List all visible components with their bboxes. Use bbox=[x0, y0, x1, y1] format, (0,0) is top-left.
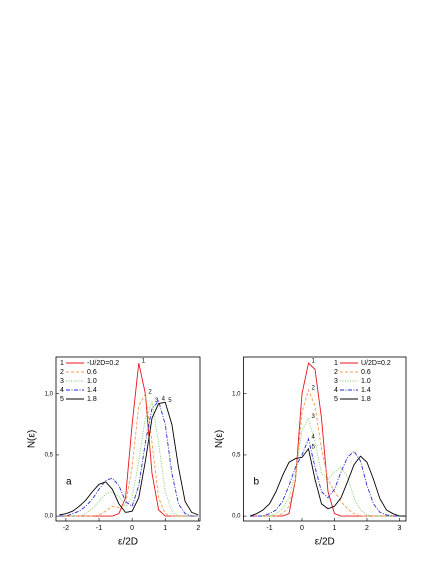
panel-label: a bbox=[66, 476, 72, 487]
legend-label: 0.6 bbox=[87, 369, 97, 376]
legend-label: 0.6 bbox=[361, 369, 371, 376]
legend-label: 1.0 bbox=[361, 378, 371, 385]
y-tick-label: 1,0 bbox=[232, 391, 241, 397]
curve bbox=[249, 447, 406, 517]
curve bbox=[59, 400, 199, 517]
y-tick-label: 1,0 bbox=[45, 391, 54, 397]
y-axis-title: N(ε) bbox=[214, 430, 225, 448]
legend-label: 1.4 bbox=[361, 387, 371, 394]
y-tick-label: 0,0 bbox=[45, 514, 54, 520]
curve bbox=[59, 400, 199, 517]
curve bbox=[59, 363, 199, 517]
x-tick-label: 1 bbox=[163, 525, 167, 532]
legend-label: 1.8 bbox=[87, 396, 97, 403]
legend-number: 2 bbox=[60, 369, 64, 376]
plot-frame bbox=[243, 356, 407, 522]
x-axis-title: ε/2D bbox=[315, 537, 335, 548]
legend-number: 4 bbox=[60, 387, 64, 394]
x-tick-label: -2 bbox=[63, 525, 69, 532]
curve-label: 2 bbox=[312, 386, 316, 392]
legend-number: 5 bbox=[334, 396, 338, 403]
legend-number: 3 bbox=[334, 378, 338, 385]
legend-label: 1.8 bbox=[361, 396, 371, 403]
curve-label: 1 bbox=[142, 359, 146, 365]
legend-number: 5 bbox=[60, 396, 64, 403]
curve-label: 4 bbox=[162, 397, 166, 403]
legend-number: 1 bbox=[60, 360, 64, 367]
curve bbox=[59, 401, 199, 516]
x-tick-label: -1 bbox=[266, 525, 272, 532]
x-axis-title: ε/2D bbox=[118, 537, 138, 548]
curve-label: 5 bbox=[168, 398, 172, 404]
x-tick-label: 2 bbox=[365, 525, 369, 532]
curve-label: 3 bbox=[155, 398, 159, 404]
x-tick-label: 1 bbox=[333, 525, 337, 532]
legend-label: -U/2D=0.2 bbox=[87, 360, 119, 367]
plot-frame bbox=[55, 356, 201, 522]
curve-label: 4 bbox=[312, 435, 316, 441]
x-tick-label: -1 bbox=[96, 525, 102, 532]
x-tick-label: 0 bbox=[130, 525, 134, 532]
legend-label: 1.4 bbox=[87, 387, 97, 394]
curve bbox=[250, 362, 406, 517]
x-tick-label: 3 bbox=[398, 525, 402, 532]
y-axis-title: N(ε) bbox=[27, 430, 38, 448]
legend-number: 3 bbox=[60, 378, 64, 385]
legend-label: 1.0 bbox=[87, 378, 97, 385]
x-tick-label: 2 bbox=[196, 525, 200, 532]
legend-number: 4 bbox=[334, 387, 338, 394]
y-tick-label: 0,0 bbox=[232, 514, 241, 520]
curve bbox=[250, 437, 406, 517]
legend-label: U/2D=0.2 bbox=[361, 360, 391, 367]
curve-label: 5 bbox=[312, 444, 316, 450]
panel-label: b bbox=[254, 476, 260, 487]
curve bbox=[250, 416, 406, 517]
y-tick-label: 0,5 bbox=[45, 452, 54, 458]
curve bbox=[59, 392, 199, 517]
x-tick-label: 0 bbox=[300, 525, 304, 532]
curve-label: 1 bbox=[312, 359, 316, 365]
legend-number: 1 bbox=[334, 360, 338, 367]
curve-label: 3 bbox=[312, 414, 316, 420]
legend-number: 2 bbox=[334, 369, 338, 376]
curve-label: 2 bbox=[148, 389, 152, 395]
y-tick-label: 0,5 bbox=[232, 452, 241, 458]
